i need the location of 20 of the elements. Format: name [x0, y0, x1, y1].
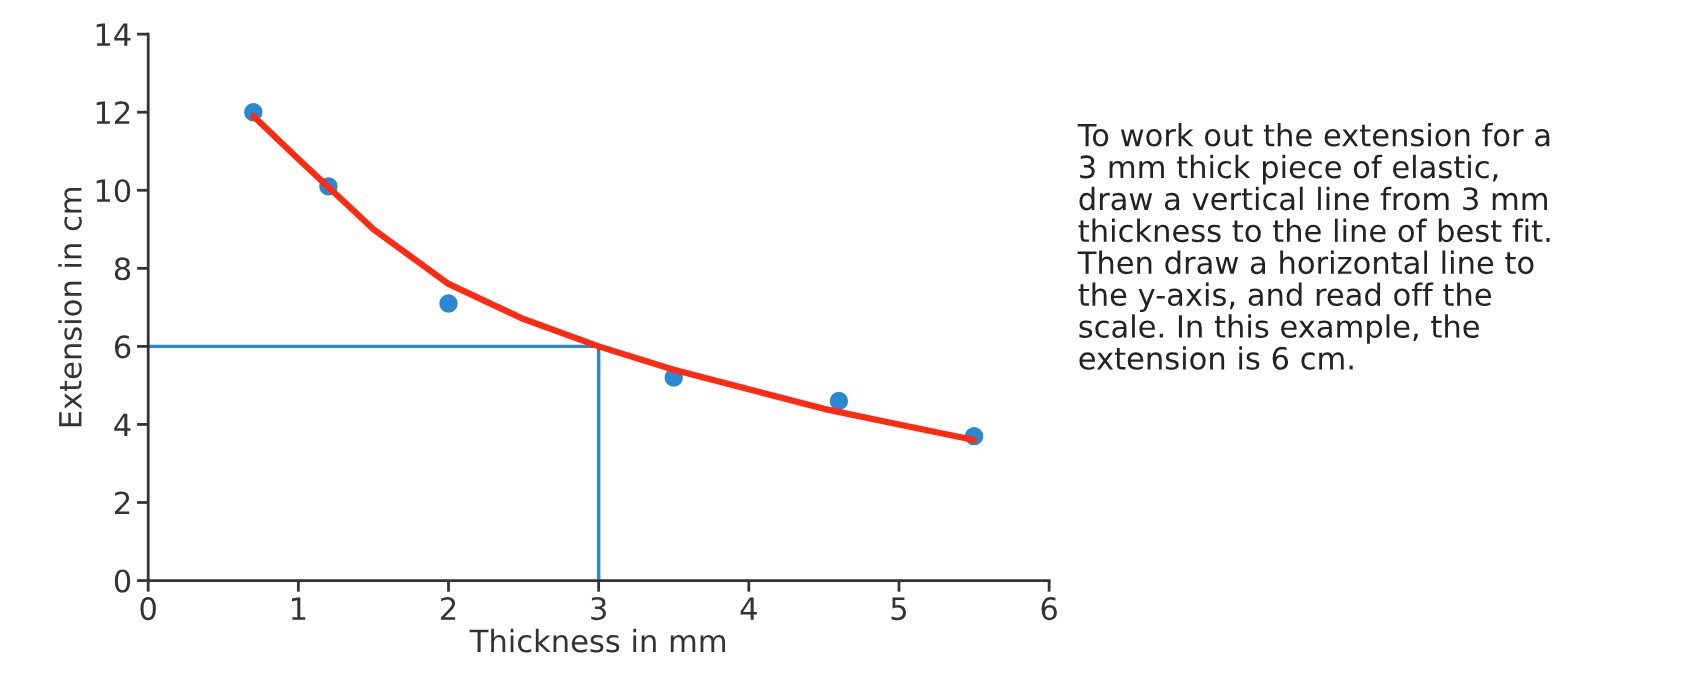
y-tick-label: 8 [114, 257, 131, 281]
y-axis-title: Extension in cm [58, 188, 82, 427]
x-tick-label: 2 [441, 597, 456, 620]
x-tick-label: 3 [591, 597, 606, 621]
x-tick-label: 1 [291, 597, 306, 620]
x-tick-label: 0 [140, 597, 156, 621]
x-axis-title: Thickness in mm [469, 628, 725, 653]
point [439, 294, 458, 313]
y-tick-label: 6 [114, 335, 131, 359]
y-tick-label: 10 [96, 179, 131, 203]
y-tick-label: 4 [114, 413, 131, 437]
y-tick-label: 12 [96, 101, 130, 124]
y-tick-label: 0 [114, 569, 131, 593]
x-tick-label: 6 [1041, 597, 1057, 621]
point [829, 391, 849, 411]
y-tick-label: 14 [96, 23, 131, 46]
y-tick-label: 2 [115, 491, 130, 515]
text: To work out the extension for a 3 mm thick piece of elastic, draw a vertical line from 3 mm thickness to the line of best fit. Then draw a horizontal line to the y-axis, and read off the scale. In this example, the extension is 6 cm. [1077, 122, 1550, 370]
x-tick-label: 5 [891, 597, 907, 621]
x-tick-label: 4 [740, 597, 757, 620]
